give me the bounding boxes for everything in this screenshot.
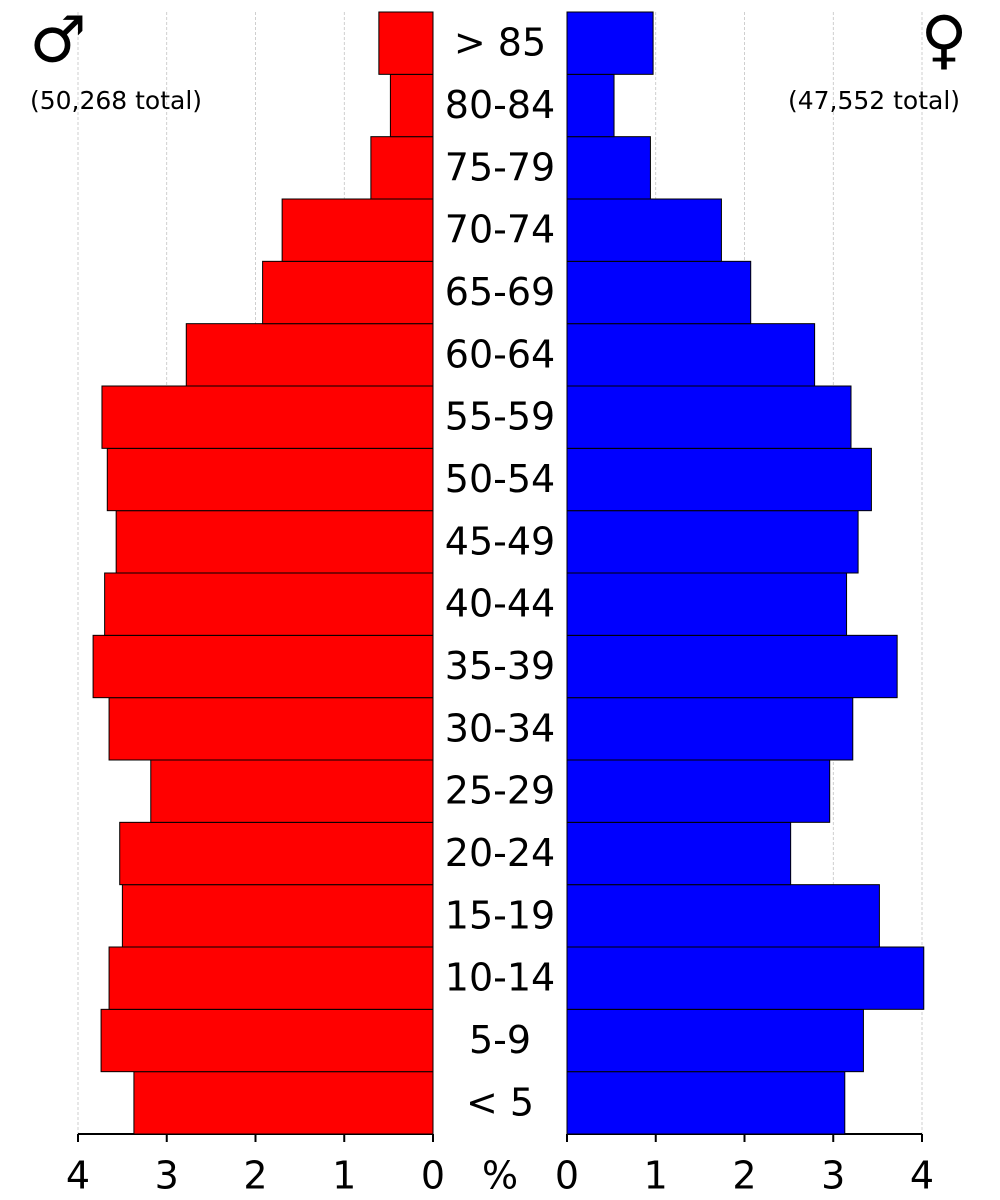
category-label: 5-9 <box>469 1018 531 1062</box>
category-label: 30-34 <box>445 706 555 750</box>
category-label: 50-54 <box>445 457 555 501</box>
category-label: 10-14 <box>445 956 555 1000</box>
bar <box>150 759 434 823</box>
bar <box>566 385 852 449</box>
bar <box>566 260 752 325</box>
category-label: 55-59 <box>445 395 555 439</box>
bar <box>566 759 831 823</box>
x-tick-label: 0 <box>555 1154 579 1198</box>
category-label: 20-24 <box>445 831 555 875</box>
category-label: 75-79 <box>445 145 555 189</box>
legend-total: (47,552 total) <box>788 86 960 115</box>
x-tick-label: 2 <box>243 1154 267 1198</box>
legend-total: (50,268 total) <box>30 86 202 115</box>
bar <box>566 572 848 636</box>
x-tick-label: 3 <box>155 1154 179 1198</box>
bar <box>566 73 615 138</box>
bar <box>566 1071 846 1135</box>
bar <box>106 447 434 512</box>
legend-symbol: ♂ <box>29 4 86 78</box>
x-tick-label: 3 <box>821 1154 845 1198</box>
category-label: 65-69 <box>445 270 555 314</box>
bar <box>108 697 434 761</box>
bar <box>378 11 434 75</box>
x-tick-label: 2 <box>732 1154 756 1198</box>
bar <box>92 634 434 699</box>
bar <box>566 510 859 574</box>
bar <box>566 11 654 75</box>
category-label: 45-49 <box>445 519 555 563</box>
category-label: > 85 <box>454 21 546 65</box>
bar <box>101 385 434 449</box>
category-label: 25-29 <box>445 769 555 813</box>
bar <box>389 73 434 138</box>
legend-symbol: ♀ <box>921 4 968 78</box>
category-label: 60-64 <box>445 332 555 376</box>
bar <box>108 946 434 1010</box>
category-label: < 5 <box>466 1080 534 1124</box>
bar <box>121 884 434 948</box>
bar <box>100 1008 434 1073</box>
bar <box>566 323 816 387</box>
bar <box>566 447 872 512</box>
bar <box>370 136 434 200</box>
category-label: 15-19 <box>445 893 555 937</box>
bar <box>566 821 792 886</box>
bar <box>566 634 898 699</box>
x-tick-label: 1 <box>644 1154 668 1198</box>
x-tick-label: 1 <box>332 1154 356 1198</box>
bar <box>133 1071 434 1135</box>
category-label: 70-74 <box>445 208 555 252</box>
bar <box>119 821 434 886</box>
category-label: 80-84 <box>445 83 555 127</box>
bar <box>104 572 434 636</box>
bar <box>566 136 651 200</box>
bar <box>566 884 880 948</box>
x-tick-label: 4 <box>66 1154 90 1198</box>
bar <box>566 697 854 761</box>
bar <box>566 1008 864 1073</box>
bar <box>566 946 925 1010</box>
x-tick-label: 0 <box>421 1154 445 1198</box>
x-tick-label: 4 <box>910 1154 934 1198</box>
x-axis-label: % <box>482 1154 518 1198</box>
bar <box>281 198 434 262</box>
bar <box>262 260 434 325</box>
category-label: 40-44 <box>445 582 555 626</box>
bar <box>115 510 434 574</box>
bar <box>185 323 434 387</box>
bar <box>566 198 722 262</box>
category-label: 35-39 <box>445 644 555 688</box>
